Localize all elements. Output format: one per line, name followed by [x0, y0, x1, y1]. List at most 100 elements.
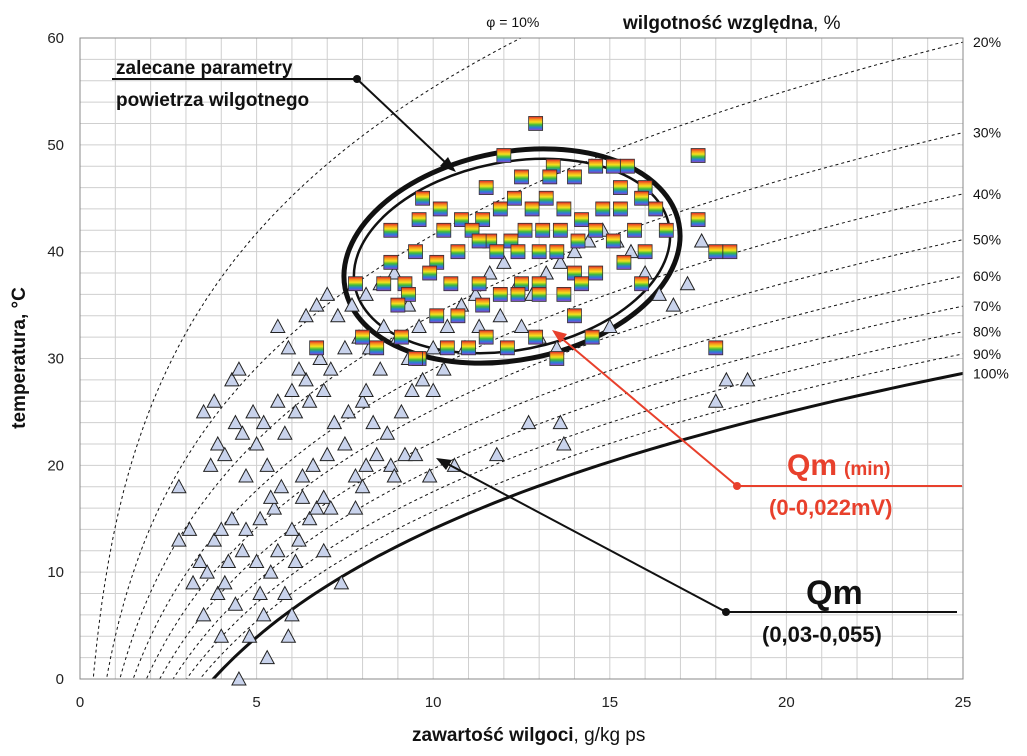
rh-label: 70% [973, 298, 1001, 314]
rainbow-square-point [552, 222, 568, 238]
plot-frame [79, 37, 964, 680]
rainbow-square-point [567, 308, 582, 324]
triangle-point [252, 585, 268, 601]
triangle-point [206, 532, 223, 547]
rainbow-square-point [432, 201, 448, 217]
saturation-curve [211, 371, 963, 679]
rainbow-square-point [535, 222, 551, 238]
y-axis-title: temperatura, °C [9, 287, 30, 429]
rainbow-square-point [637, 244, 653, 260]
triangle-point [322, 500, 339, 515]
rainbow-square-point [690, 148, 706, 163]
rainbow-square-point [422, 265, 438, 281]
rainbow-square-point [528, 329, 544, 345]
rh-label: 50% [973, 232, 1001, 248]
rainbow-square-point [443, 276, 459, 292]
triangle-point [277, 425, 293, 440]
triangle-point [262, 564, 279, 579]
triangle-point [171, 532, 187, 547]
triangle-point [344, 297, 360, 312]
rainbow-square-point [620, 158, 635, 174]
rainbow-square-point [605, 158, 621, 174]
triangle-point [315, 382, 332, 398]
rainbow-square-point [478, 329, 494, 345]
triangle-point [354, 478, 371, 494]
rh-labels: φ = 10% 20% 30% 40% 50% 60% 70% 80% 90% 100% [486, 14, 1009, 381]
triangle-point [294, 489, 311, 504]
y-tick-label: 0 [56, 671, 64, 688]
triangle-point [651, 286, 668, 301]
rh-label: 60% [973, 268, 1001, 284]
rainbow-square-point [588, 222, 604, 238]
rainbow-square-point [376, 276, 392, 292]
rainbow-square-point [648, 201, 664, 217]
rainbow-square-point [584, 329, 600, 345]
rainbow-square-point [450, 244, 466, 260]
triangle-point [407, 446, 424, 462]
triangle-point [213, 521, 230, 536]
triangle-point [216, 446, 233, 462]
x-tick-label: 5 [252, 694, 260, 711]
triangle-point [245, 403, 261, 419]
rainbow-square-point [524, 201, 540, 217]
triangle-point [513, 318, 530, 333]
rainbow-square-point [436, 222, 452, 238]
x-tick-label: 20 [778, 694, 795, 711]
triangle-point [601, 318, 618, 333]
rainbow-square-point [658, 222, 674, 238]
rh-curve [105, 41, 963, 679]
triangle-point [209, 585, 226, 601]
triangle-point [693, 232, 710, 248]
rainbow-square-point [531, 286, 547, 302]
rainbow-square-point [510, 244, 526, 260]
triangle-point [739, 371, 756, 387]
triangle-point [269, 318, 286, 333]
recommended-line2: powietrza wilgotnego [116, 90, 309, 111]
triangle-point [322, 361, 339, 376]
rainbow-square-point [461, 340, 476, 356]
rainbow-square-point [588, 265, 604, 281]
triangle-point [213, 628, 230, 643]
rainbow-square-point [612, 180, 628, 195]
rainbow-square-point [507, 190, 522, 206]
triangle-point [552, 254, 569, 269]
y-tick-label: 60 [47, 30, 64, 47]
x-axis-title-bold: zawartość wilgoci [412, 725, 574, 746]
triangle-point [241, 628, 258, 643]
triangle-point [259, 649, 276, 665]
triangle-point [375, 318, 392, 333]
triangle-point [202, 457, 219, 472]
rainbow-square-point [514, 169, 529, 185]
triangle-point [185, 574, 201, 590]
triangle-point [425, 339, 442, 355]
x-tick-label: 0 [76, 694, 84, 711]
triangle-point [231, 361, 247, 376]
recommended-arrowhead [440, 157, 456, 172]
triangle-point [340, 403, 357, 419]
rainbow-square-point [429, 308, 445, 324]
rainbow-square-point [489, 244, 505, 260]
triangle-point [358, 286, 374, 301]
triangle-point [262, 489, 279, 504]
rainbow-square-point [634, 276, 649, 292]
triangle-point [556, 435, 572, 451]
rh-label: 30% [973, 125, 1001, 141]
triangle-point [718, 371, 735, 387]
triangle-point [291, 532, 307, 547]
qm-min-leader [559, 336, 738, 487]
triangle-point [234, 425, 251, 440]
rh-label: 100% [973, 365, 1009, 381]
rainbow-square-point [471, 276, 487, 292]
rainbow-square-point [567, 169, 582, 185]
triangle-point [181, 521, 198, 536]
triangle-point [298, 371, 314, 387]
triangle-point [520, 414, 537, 430]
x-tick-label: 10 [425, 694, 442, 711]
rainbow-square-point [574, 212, 589, 228]
triangle-point [280, 628, 297, 643]
rainbow-square-point [528, 116, 544, 131]
rainbow-square-point [355, 329, 370, 345]
triangle-point [209, 435, 226, 451]
triangle-point [358, 457, 374, 472]
